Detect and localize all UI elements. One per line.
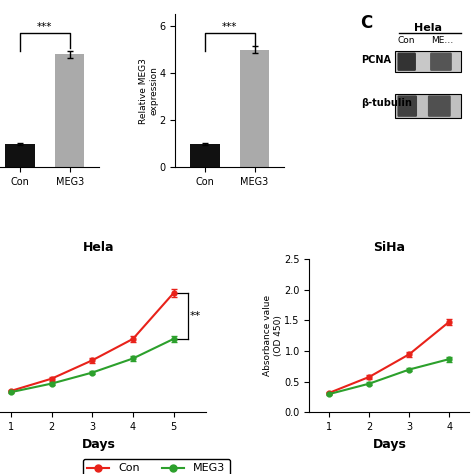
FancyBboxPatch shape [397, 95, 417, 117]
FancyBboxPatch shape [428, 95, 451, 117]
Text: β-tubulin: β-tubulin [362, 98, 412, 108]
Y-axis label: Relative MEG3
expression: Relative MEG3 expression [139, 58, 158, 124]
Bar [191, 144, 220, 167]
FancyBboxPatch shape [395, 51, 461, 73]
Text: ME…: ME… [431, 36, 453, 45]
Text: Con: Con [397, 36, 415, 45]
Bar [55, 54, 84, 167]
Y-axis label: Absorbance value
(OD 450): Absorbance value (OD 450) [264, 295, 283, 376]
Title: SiHa: SiHa [374, 241, 405, 254]
Title: Hela: Hela [82, 241, 114, 254]
Legend: Con, MEG3: Con, MEG3 [83, 459, 230, 474]
Bar [240, 50, 269, 167]
Bar [5, 144, 35, 167]
Text: C: C [360, 14, 373, 32]
Text: PCNA: PCNA [362, 55, 392, 65]
FancyBboxPatch shape [395, 94, 461, 118]
Text: Hela: Hela [414, 23, 442, 33]
FancyBboxPatch shape [430, 53, 452, 71]
Text: ***: *** [222, 22, 237, 32]
X-axis label: Days: Days [82, 438, 115, 451]
X-axis label: Days: Days [373, 438, 406, 451]
FancyBboxPatch shape [397, 53, 416, 71]
Text: ***: *** [37, 22, 53, 32]
Text: **: ** [190, 311, 201, 321]
